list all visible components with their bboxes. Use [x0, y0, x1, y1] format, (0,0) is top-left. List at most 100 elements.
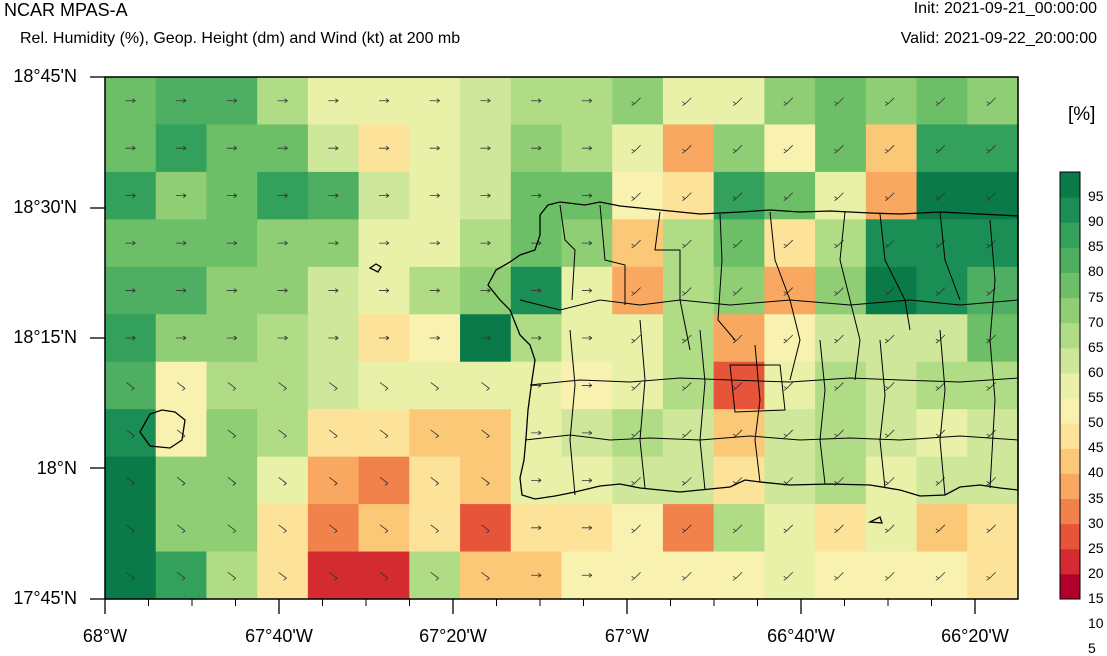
- wind-arrow: [834, 382, 844, 391]
- wind-arrow: [379, 429, 389, 439]
- wind-arrow: [581, 572, 593, 578]
- colorbar-segment: [1060, 498, 1080, 525]
- humidity-cell: [662, 456, 715, 505]
- wind-arrow: [176, 524, 186, 534]
- wind-arrow: [834, 287, 844, 296]
- humidity-cell: [916, 266, 968, 315]
- wind-arrow: [430, 524, 439, 534]
- colorbar-segment: [1060, 172, 1080, 198]
- colorbar-segment: [1060, 222, 1080, 248]
- x-axis-label-6740w: 67°40'W: [245, 626, 313, 646]
- humidity-cell: [612, 124, 664, 173]
- colorbar-label: 85: [1088, 238, 1104, 255]
- wind-arrow: [631, 524, 641, 534]
- map-subtitle: Rel. Humidity (%), Geop. Height (dm) and…: [20, 30, 461, 47]
- wind-arrow: [481, 429, 490, 439]
- wind-arrow: [884, 477, 895, 486]
- humidity-cell: [662, 171, 715, 220]
- wind-arrow: [429, 98, 440, 104]
- wind-arrow: [278, 382, 287, 391]
- wind-arrow: [480, 288, 491, 293]
- wind-arrow: [581, 383, 593, 388]
- humidity-cell: [865, 314, 918, 363]
- colorbar-segment: [1060, 423, 1080, 449]
- humidity-cell: [612, 456, 664, 505]
- humidity-cell: [713, 124, 765, 173]
- wind-arrow: [884, 571, 895, 581]
- wind-arrow: [732, 192, 743, 201]
- humidity-cell: [815, 266, 867, 315]
- wind-arrow: [480, 98, 491, 104]
- humidity-cell: [865, 551, 918, 600]
- colorbar-segment: [1060, 372, 1080, 399]
- wind-arrow: [834, 334, 844, 344]
- wind-arrow: [531, 525, 542, 531]
- colorbar-label: 80: [1088, 263, 1104, 280]
- x-axis-label-67w: 67°W: [604, 626, 650, 646]
- humidity-cell: [967, 504, 1019, 553]
- map-title: NCAR MPAS-A: [4, 0, 128, 20]
- municipal-borders: [519, 204, 1019, 496]
- colorbar-label: 5: [1088, 640, 1096, 656]
- wind-arrow: [430, 571, 439, 581]
- humidity-cell: [662, 409, 715, 458]
- wind-arrow: [783, 382, 794, 391]
- humidity-cell: [916, 361, 968, 410]
- wind-arrow: [176, 571, 186, 581]
- colorbar-segment: [1060, 197, 1080, 223]
- humidity-cell: [865, 504, 918, 553]
- wind-arrow: [480, 335, 491, 341]
- wind-arrow: [481, 477, 490, 486]
- colorbar-label: 70: [1088, 313, 1104, 330]
- wind-arrow: [429, 145, 440, 151]
- humidity-cell: [764, 171, 816, 220]
- wind-arrow: [328, 288, 339, 293]
- wind-arrow: [682, 334, 692, 344]
- wind-arrow: [328, 335, 339, 341]
- colorbar-label: 90: [1088, 213, 1104, 230]
- wind-arrow: [378, 145, 390, 151]
- wind-arrow: [935, 239, 946, 249]
- colorbar-segment: [1060, 573, 1080, 600]
- colorbar-segment: [1060, 473, 1080, 500]
- colorbar-label: 10: [1088, 615, 1104, 632]
- wind-arrow: [329, 429, 338, 439]
- wind-arrow: [682, 429, 692, 439]
- colorbar-label: 95: [1088, 188, 1104, 205]
- wind-arrow: [581, 240, 593, 246]
- humidity-cell: [967, 77, 1019, 126]
- humidity-cell: [967, 456, 1019, 505]
- humidity-cell: [865, 456, 918, 505]
- wind-arrow: [378, 240, 390, 246]
- colorbar-label: 75: [1088, 288, 1104, 305]
- wind-arrow: [378, 335, 390, 341]
- wind-arrow: [378, 193, 390, 198]
- wind-arrow: [126, 382, 135, 391]
- wind-arrow: [732, 144, 743, 154]
- wind-arrow: [884, 382, 895, 391]
- wind-arrow: [834, 524, 844, 534]
- wind-arrow: [884, 192, 895, 201]
- humidity-cell: [662, 219, 715, 268]
- colorbar-segment: [1060, 548, 1080, 575]
- humidity-cell: [865, 409, 918, 458]
- wind-arrow: [429, 335, 440, 341]
- wind-arrow: [125, 335, 136, 341]
- humidity-cell: [815, 314, 867, 363]
- wind-arrow: [328, 193, 339, 198]
- wind-arrow: [884, 239, 895, 249]
- wind-arrow: [481, 382, 490, 391]
- wind-arrow: [682, 97, 692, 107]
- wind-arrow: [935, 192, 946, 201]
- puerto-rico-outline: [487, 201, 1019, 500]
- colorbar-label: 35: [1088, 489, 1104, 506]
- wind-arrow: [277, 288, 288, 293]
- colorbar-label: 20: [1088, 564, 1104, 581]
- humidity-cell: [967, 551, 1019, 600]
- wind-arrow: [884, 429, 895, 439]
- wind-arrow: [429, 288, 440, 293]
- colorbar-label: 15: [1088, 590, 1104, 606]
- humidity-cell: [764, 314, 816, 363]
- humidity-cell: [916, 219, 968, 268]
- humidity-cell: [764, 219, 816, 268]
